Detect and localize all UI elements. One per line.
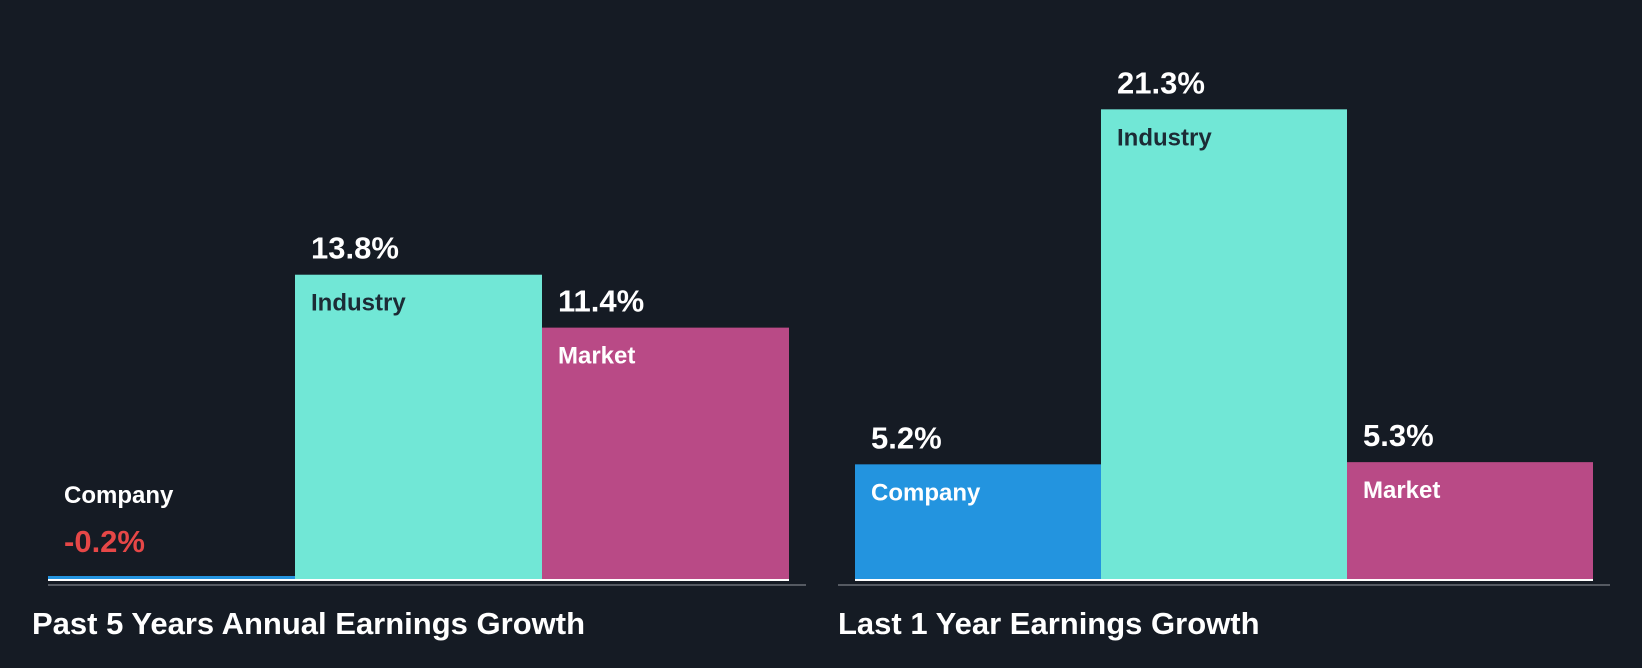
value-label-market-past-5-years: 11.4% xyxy=(558,284,644,319)
x-axis-line-past-5-years xyxy=(48,584,806,586)
x-axis-line-last-1-year xyxy=(838,584,1610,586)
bar-market-last-1-year xyxy=(1347,462,1593,579)
value-label-industry-last-1-year: 21.3% xyxy=(1117,65,1205,100)
category-label-industry-last-1-year: Industry xyxy=(1117,124,1212,151)
baseline-last-1-year xyxy=(855,579,1593,581)
bar-industry-last-1-year xyxy=(1101,109,1347,580)
value-label-market-last-1-year: 5.3% xyxy=(1363,418,1434,453)
value-label-company-last-1-year: 5.2% xyxy=(871,420,942,455)
bar-company-last-1-year xyxy=(855,464,1101,579)
bar-industry-past-5-years xyxy=(295,274,542,579)
value-label-industry-past-5-years: 13.8% xyxy=(311,231,399,266)
baseline-past-5-years xyxy=(48,579,789,581)
category-label-industry-past-5-years: Industry xyxy=(311,290,406,317)
bar-market-past-5-years xyxy=(542,327,789,579)
category-label-market-past-5-years: Market xyxy=(558,343,635,370)
chart-last-1-year: Company 5.2% Industry 21.3% Market 5.3% xyxy=(838,65,1610,586)
category-label-company-past-5-years: Company xyxy=(64,482,174,509)
bar-company-past-5-years xyxy=(48,576,295,579)
category-label-company-last-1-year: Company xyxy=(871,479,981,506)
category-label-market-last-1-year: Market xyxy=(1363,477,1440,504)
chart-title-past-5-years: Past 5 Years Annual Earnings Growth xyxy=(32,606,586,641)
chart-title-last-1-year: Last 1 Year Earnings Growth xyxy=(838,606,1260,641)
chart-past-5-years: Company -0.2% Industry 13.8% Market 11.4% xyxy=(48,231,806,586)
value-label-company-past-5-years: -0.2% xyxy=(64,524,145,559)
